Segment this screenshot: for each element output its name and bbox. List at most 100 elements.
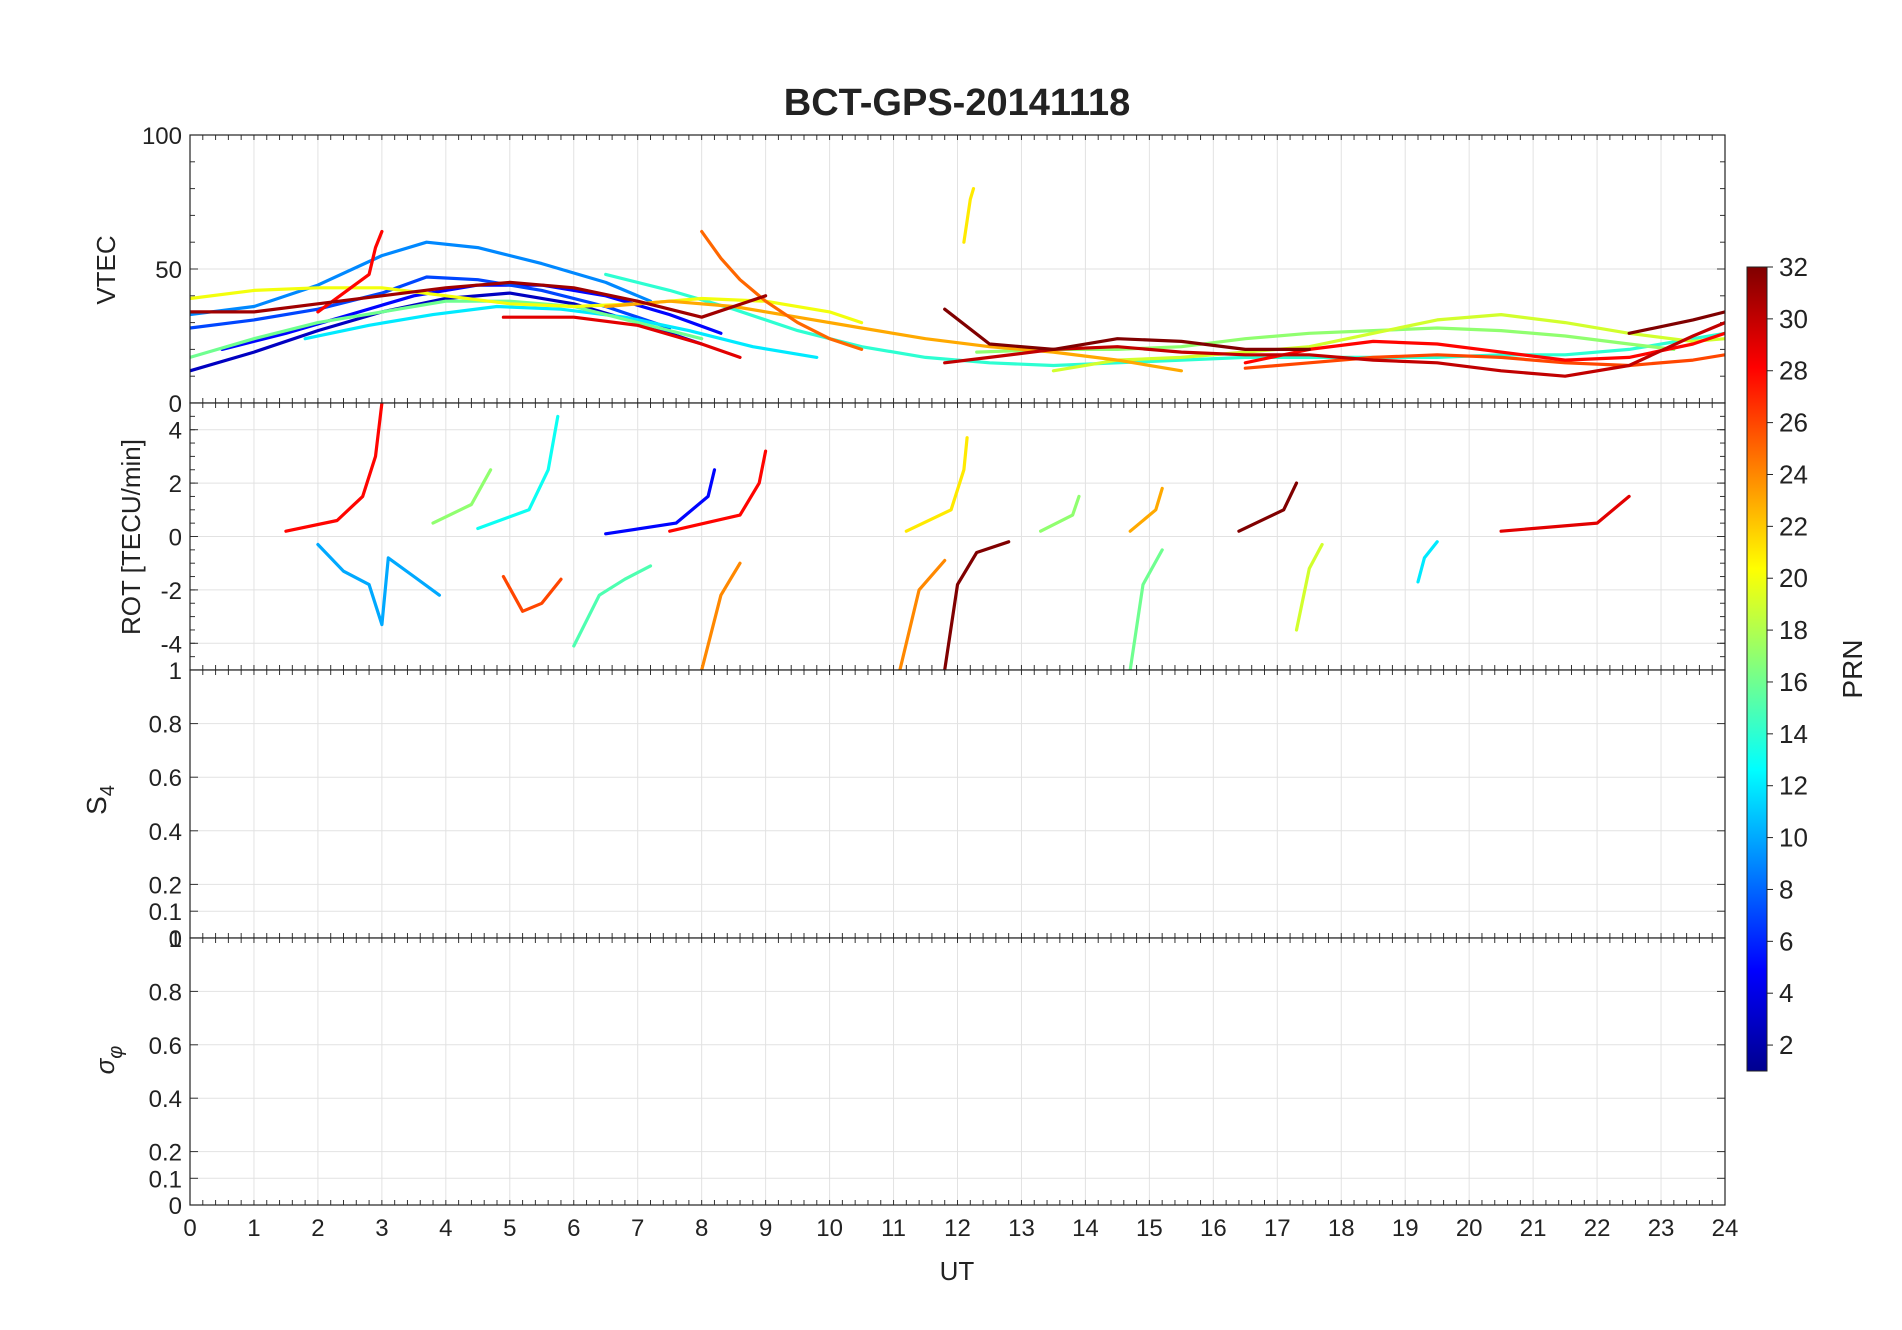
- y-tick-label: 1: [169, 658, 182, 685]
- colorbar-tick-label: 26: [1779, 408, 1808, 438]
- y-tick-label: 100: [142, 123, 182, 150]
- series-line-prn-19: [1051, 313, 1725, 373]
- x-tick-label: 6: [567, 1215, 580, 1242]
- series-line-prn-26: [501, 574, 563, 613]
- x-tick-label: 24: [1712, 1215, 1739, 1242]
- series-line-prn-12: [1416, 540, 1439, 584]
- x-tick-label: 1: [247, 1215, 260, 1242]
- series-line-prn-25: [700, 229, 864, 351]
- x-tick-label: 3: [375, 1215, 388, 1242]
- series-line-prn-14: [604, 272, 1725, 368]
- series-line-prn-15: [572, 564, 653, 648]
- ylabel-vtec: VTEC: [91, 235, 121, 304]
- series-line-prn-28: [284, 403, 384, 533]
- x-tick-label: 11: [881, 1215, 906, 1242]
- colorbar-label: PRN: [1837, 639, 1868, 698]
- y-tick-label: 0: [169, 926, 182, 953]
- series-line-prn-28: [668, 449, 768, 533]
- colorbar-gradient: [1746, 266, 1768, 1072]
- y-tick-label: 0: [169, 391, 182, 418]
- series-line-prn-20: [190, 286, 864, 325]
- y-tick-label: 50: [155, 257, 182, 284]
- y-tick-label: 0.6: [149, 1033, 182, 1060]
- series-line-prn-13: [476, 414, 560, 531]
- series-line-prn-23: [1128, 486, 1164, 533]
- x-tick-label: 18: [1328, 1215, 1355, 1242]
- x-tick-label: 17: [1264, 1215, 1291, 1242]
- series-line-prn-29: [1499, 494, 1631, 533]
- y-tick-label: 4: [169, 418, 182, 445]
- x-tick-label: 20: [1456, 1215, 1483, 1242]
- panel-sigma-phi: 00.10.20.40.60.81: [149, 926, 1726, 1220]
- colorbar-tick-label: 10: [1779, 823, 1808, 853]
- x-tick-label: 0: [183, 1215, 196, 1242]
- series-line-prn-17: [975, 326, 1676, 354]
- y-tick-label: -4: [161, 631, 182, 658]
- colorbar-tick-label: 30: [1779, 304, 1808, 334]
- chart-title: BCT-GPS-20141118: [784, 82, 1130, 124]
- series-line-prn-26: [1243, 353, 1725, 370]
- series-line-prn-16: [1128, 548, 1164, 670]
- series-line-prn-17: [1038, 494, 1081, 533]
- panel-vtec: 0 50 100: [142, 123, 1726, 418]
- y-tick-label: 2: [169, 471, 182, 498]
- series-line-prn-29: [501, 315, 742, 359]
- series-line-prn-32: [1627, 310, 1725, 335]
- ylabel-s4: S4: [81, 785, 119, 815]
- series-line-prn-32: [943, 307, 1311, 351]
- y-tick-label: 0.2: [149, 1140, 182, 1167]
- series-line-prn-17: [431, 468, 493, 525]
- x-tick-label: 2: [311, 1215, 324, 1242]
- series-group: [190, 187, 1725, 378]
- series-line-prn-19: [1294, 542, 1324, 632]
- x-tick-label: 9: [759, 1215, 772, 1242]
- y-tick-label: -2: [161, 578, 182, 605]
- series-line-prn-24: [898, 558, 947, 670]
- series-line-prn-5: [604, 468, 717, 536]
- panel-frame: [189, 937, 1726, 1206]
- y-tick-label: 0.4: [149, 819, 182, 846]
- colorbar-tick-label: 8: [1779, 874, 1793, 904]
- x-tick-label: 5: [503, 1215, 516, 1242]
- series-line-prn-21: [962, 187, 976, 244]
- x-tick-label: 13: [1008, 1215, 1035, 1242]
- y-tick-label: 1: [169, 926, 182, 953]
- y-tick-label: 0: [169, 1193, 182, 1220]
- series-line-prn-21: [904, 436, 969, 533]
- y-tick-label: 0.8: [149, 979, 182, 1006]
- colorbar-tick-label: 20: [1779, 563, 1808, 593]
- x-tick-label: 7: [631, 1215, 644, 1242]
- colorbar-tick-label: 22: [1779, 511, 1808, 541]
- colorbar-tick-label: 2: [1779, 1030, 1793, 1060]
- x-tick-label: 21: [1520, 1215, 1547, 1242]
- series-line-prn-7: [190, 275, 672, 330]
- colorbar-tick-label: 32: [1779, 252, 1808, 282]
- y-tick-label: 0: [169, 525, 182, 552]
- colorbar-tick-label: 6: [1779, 926, 1793, 956]
- x-tick-label: 8: [695, 1215, 708, 1242]
- series-line-prn-16: [190, 299, 704, 359]
- colorbar-tick-label: 14: [1779, 719, 1808, 749]
- series-line-prn-24: [700, 561, 742, 670]
- series-group: [284, 403, 1631, 670]
- y-tick-label: 0.6: [149, 765, 182, 792]
- colorbar-tick-label: 4: [1779, 978, 1793, 1008]
- x-tick-label: 12: [944, 1215, 971, 1242]
- series-line-prn-28: [1243, 331, 1725, 365]
- colorbar-tick-label: 16: [1779, 667, 1808, 697]
- x-tick-label: 14: [1072, 1215, 1099, 1242]
- series-line-prn-23: [604, 299, 1184, 373]
- x-tick-label: 22: [1584, 1215, 1611, 1242]
- series-line-prn-32: [943, 540, 1011, 670]
- series-line-prn-32: [1237, 481, 1299, 533]
- y-tick-label: 0.1: [149, 899, 182, 926]
- x-tick-label: 15: [1136, 1215, 1163, 1242]
- colorbar-tick-label: 12: [1779, 771, 1808, 801]
- panel-rot: -4 -2 0 2 4: [161, 402, 1726, 671]
- series-line-prn-28: [316, 229, 384, 314]
- colorbar-tick-label: 28: [1779, 356, 1808, 386]
- x-tick-label: 16: [1200, 1215, 1227, 1242]
